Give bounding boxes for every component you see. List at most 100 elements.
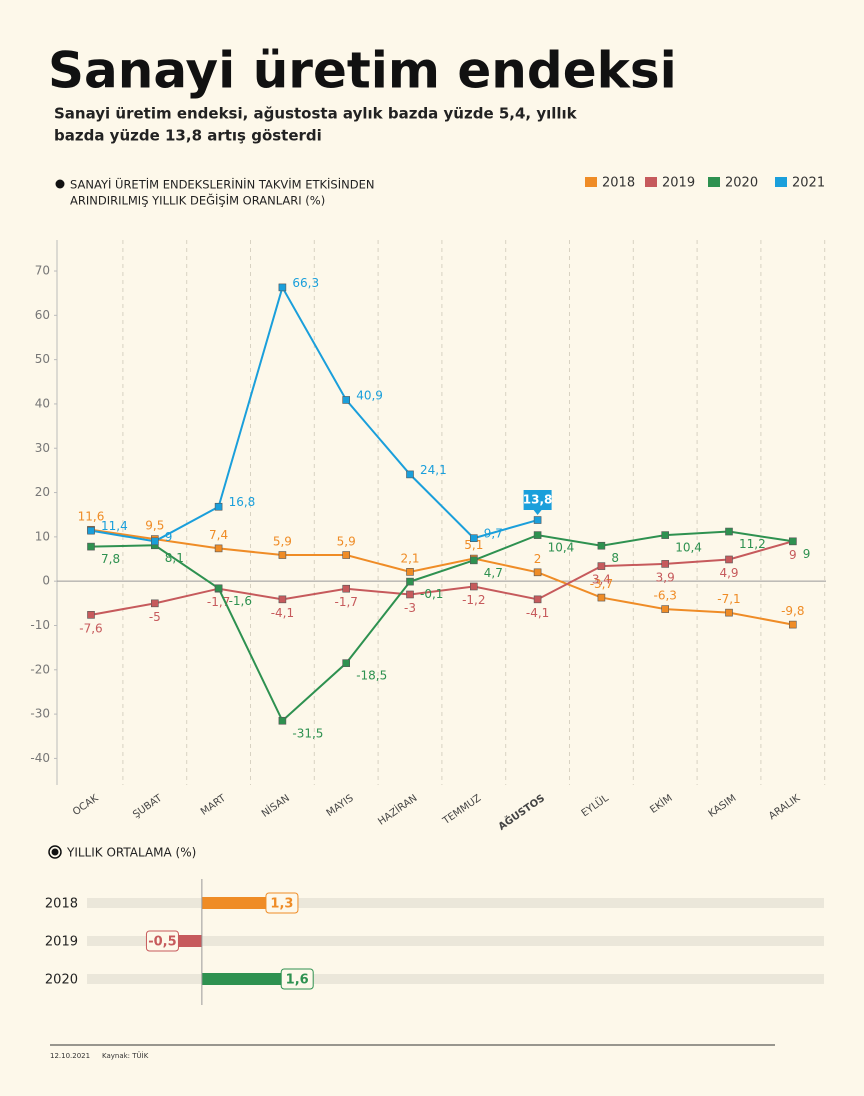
data-label: -7,6 (79, 621, 102, 635)
data-point (661, 531, 670, 539)
data-label: 9,5 (145, 519, 164, 533)
data-label: 1,3 (270, 897, 293, 912)
value-box (280, 968, 314, 990)
y-tick-label: 20 (35, 485, 50, 499)
y-tick-label: -10 (30, 618, 50, 632)
data-label: 3,9 (656, 570, 675, 584)
y-tick-label: -20 (30, 662, 50, 676)
bullet (55, 179, 65, 189)
bar (201, 897, 268, 909)
data-label: 8 (611, 551, 619, 565)
data-point (278, 716, 287, 725)
data-label: -3,7 (590, 577, 613, 591)
data-label: 3,4 (592, 573, 611, 587)
callout (523, 490, 552, 516)
data-point (214, 502, 223, 511)
data-label: 5,9 (273, 535, 292, 549)
chart-title: YILLIK ORTALAMA (%) (66, 846, 196, 860)
data-point (533, 516, 542, 524)
data-label: 2 (534, 552, 542, 566)
data-label: 9,7 (484, 527, 503, 541)
data-point (278, 551, 287, 559)
data-point (725, 555, 733, 564)
bullet (48, 845, 62, 859)
data-point (597, 562, 606, 570)
data-label: 4,9 (719, 566, 738, 580)
y-tick-label: 60 (35, 308, 50, 322)
y-tick-label: -30 (30, 707, 50, 721)
data-label: -4,1 (526, 606, 549, 620)
data-point (469, 534, 478, 542)
data-label: 66,3 (292, 276, 319, 290)
bar-track (87, 936, 824, 946)
data-point (469, 582, 478, 591)
row-label: 2018 (45, 897, 78, 912)
data-point (661, 560, 670, 568)
data-label: 9 (789, 548, 797, 562)
row-label: 2020 (45, 973, 78, 988)
data-point (342, 396, 351, 404)
y-tick-label: 50 (35, 352, 50, 366)
data-point (788, 620, 797, 629)
series-line (90, 540, 794, 616)
data-label: 11,4 (101, 519, 128, 533)
legend-label: 2020 (725, 176, 758, 191)
data-label: -0,1 (420, 587, 443, 601)
data-label: 16,8 (229, 495, 256, 509)
data-point (597, 541, 606, 550)
data-point (87, 542, 95, 551)
bar (201, 973, 284, 985)
data-point (533, 568, 542, 577)
data-label: -0,5 (148, 935, 176, 950)
data-point (406, 590, 414, 599)
legend-swatch (708, 177, 720, 187)
data-point (597, 593, 606, 602)
y-tick-label: 40 (35, 396, 50, 410)
data-point (342, 584, 351, 593)
y-tick-label: 70 (35, 264, 50, 278)
y-tick-label: -40 (30, 751, 50, 765)
legend-swatch (775, 177, 787, 187)
data-label: 9 (803, 547, 811, 561)
data-label: 2,1 (400, 551, 419, 565)
subtitle: Sanayi üretim endeksi, ağustosta aylık b… (54, 105, 578, 123)
data-label: -3 (404, 601, 416, 615)
data-point (151, 537, 159, 546)
data-label: -6,3 (653, 589, 676, 603)
data-label: -5 (149, 610, 161, 624)
data-label: 7,8 (101, 552, 120, 566)
series-line (90, 530, 793, 723)
data-label: 7,4 (209, 528, 228, 542)
legend-swatch (585, 177, 597, 187)
data-label: -4,1 (271, 606, 294, 620)
data-point (406, 568, 414, 576)
data-label: -7,1 (717, 592, 740, 606)
data-label: 13,8 (523, 493, 553, 507)
data-point (87, 611, 95, 619)
data-label: 9 (165, 530, 173, 544)
value-box (145, 930, 179, 952)
footer-date: 12.10.2021 (50, 1052, 90, 1060)
bar-track (87, 898, 824, 908)
data-point (725, 608, 733, 617)
data-point (469, 556, 478, 565)
data-point (725, 527, 733, 536)
series-line (90, 284, 538, 543)
bullet (51, 848, 59, 856)
title: Sanayi üretim endeksi (48, 42, 677, 100)
y-tick-label: 0 (42, 574, 50, 588)
chart-title: SANAYİ ÜRETİM ENDEKSLERİNİN TAKVİM ETKİS… (70, 176, 374, 192)
legend-label: 2019 (662, 176, 695, 191)
data-point (533, 531, 542, 539)
data-label: -31,5 (292, 726, 323, 740)
data-label: -1,7 (334, 595, 357, 609)
y-tick-label: 30 (35, 441, 50, 455)
data-label: -9,8 (781, 604, 804, 618)
data-point (788, 537, 797, 546)
footer-source: Kaynak: TÜİK (102, 1051, 149, 1060)
data-point (406, 577, 414, 586)
data-point (87, 526, 95, 535)
data-label: 10,4 (548, 541, 575, 555)
